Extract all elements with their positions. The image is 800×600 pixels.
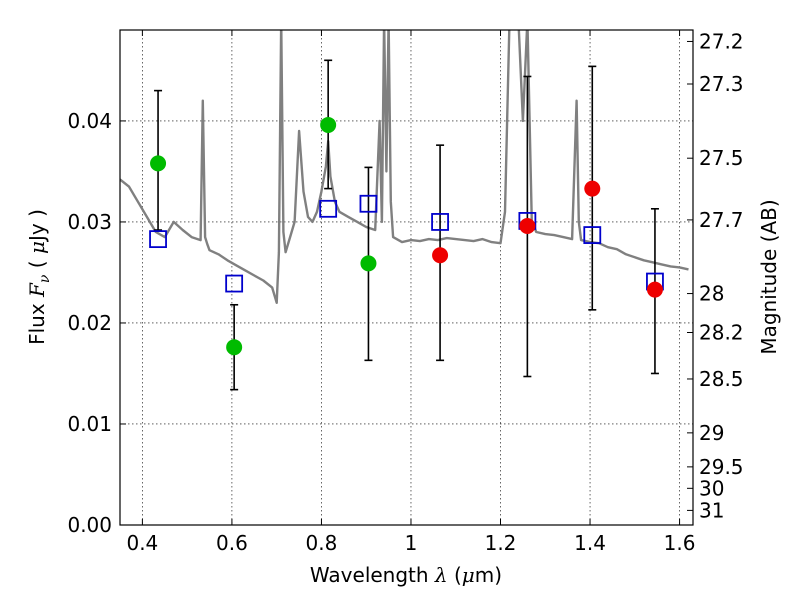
y2-tick-label: 28 xyxy=(699,282,724,306)
y-tick-label: 0.03 xyxy=(67,210,112,234)
tick-labels: 0.4 0.6 0.8 1 1.2 1.4 1.6 0.00 0.01 0.02 0.03 0.04 2… xyxy=(67,29,743,555)
y2-tick-label: 28.2 xyxy=(699,320,744,344)
y-tick-label: 0.00 xyxy=(67,513,112,537)
observed-flux-point xyxy=(360,255,377,272)
y2-axis-label: Magnitude (AB) xyxy=(757,199,781,354)
model-photometry-marker xyxy=(149,230,167,249)
y2-tick-label: 27.2 xyxy=(699,29,744,53)
x-tick-label: 1.6 xyxy=(664,531,696,555)
observed-flux-point xyxy=(226,339,243,356)
model-photometry-marker xyxy=(431,213,449,231)
model-photometry-marker xyxy=(319,199,338,218)
y-tick-label: 0.02 xyxy=(67,311,112,335)
x-tick-label: 1 xyxy=(405,531,418,555)
y-axis-label: Flux Fν ( μJy ) xyxy=(25,209,53,345)
x-tick-label: 1.4 xyxy=(574,531,606,555)
y2-tick-label: 27.7 xyxy=(699,208,744,232)
y2-tick-label: 27.3 xyxy=(699,72,744,96)
observed-flux-point xyxy=(519,217,536,234)
x-tick-label: 1.2 xyxy=(485,531,517,555)
plot-background xyxy=(120,30,693,525)
markers xyxy=(149,116,664,356)
x-tick-label: 0.4 xyxy=(126,531,158,555)
model-photometry-marker xyxy=(583,226,602,244)
observed-flux-point xyxy=(320,116,337,133)
y2-tick-label: 27.5 xyxy=(699,146,744,170)
y-tick-label: 0.04 xyxy=(67,109,112,133)
grid-lines xyxy=(120,30,693,525)
observed-flux-point xyxy=(150,155,167,172)
x-tick-label: 0.8 xyxy=(306,531,338,555)
x-axis-label: Wavelength λ (μm) xyxy=(310,563,502,587)
axis-ticks xyxy=(120,30,693,526)
y2-tick-label: 29 xyxy=(699,421,724,445)
plot-frame xyxy=(119,29,694,526)
model-sed-line xyxy=(120,30,689,304)
y2-tick-label: 28.5 xyxy=(699,367,744,391)
model-photometry-marker xyxy=(225,274,244,293)
data-layer xyxy=(120,30,689,304)
y2-tick-label: 31 xyxy=(699,498,724,522)
x-tick-label: 0.6 xyxy=(216,531,248,555)
y2-tick-label: 29.5 xyxy=(699,455,744,479)
y2-tick-label: 30 xyxy=(699,476,724,500)
observed-flux-point xyxy=(646,281,663,298)
observed-flux-point xyxy=(584,180,601,197)
model-photometry-marker xyxy=(359,194,378,213)
observed-flux-point xyxy=(432,247,449,264)
y-tick-label: 0.01 xyxy=(67,412,112,436)
